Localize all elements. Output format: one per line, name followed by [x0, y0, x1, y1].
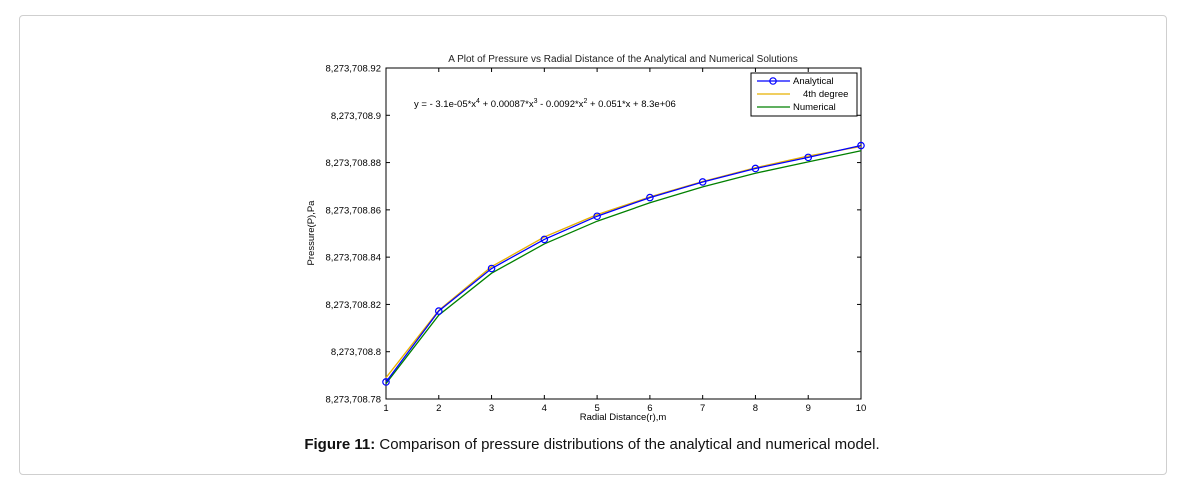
data-point-analytical	[382, 378, 390, 386]
x-axis: 1 2 3 4 5 6 7 8 9 10	[383, 68, 866, 414]
x-axis-label: Radial Distance(r),m	[580, 412, 667, 423]
figure-label: Figure 11:	[304, 436, 376, 453]
series-layer	[382, 141, 865, 386]
x-tick-label: 5	[594, 403, 599, 414]
equation-part: y = - 3.1e-05*x	[414, 99, 476, 110]
data-point-analytical	[804, 153, 813, 162]
equation-exponent: 3	[534, 98, 538, 105]
data-point-analytical	[434, 307, 443, 315]
legend-label-numerical: Numerical	[793, 102, 836, 113]
figure-caption: Figure 11: Comparison of pressure distri…	[0, 436, 1184, 453]
legend-marker-analytical	[769, 77, 777, 85]
data-point-analytical	[593, 212, 601, 221]
y-tick-label: 8,273,708.9	[331, 111, 381, 122]
chart-title: A Plot of Pressure vs Radial Distance of…	[448, 54, 798, 65]
plot-area	[385, 67, 862, 400]
series-line-4th-degree	[385, 145, 862, 379]
x-tick-label: 2	[436, 403, 441, 414]
x-tick-label: 6	[647, 403, 652, 414]
data-point-analytical	[698, 178, 707, 186]
legend-label-analytical: Analytical	[793, 76, 834, 87]
x-tick-label: 1	[383, 403, 388, 414]
data-point-analytical	[487, 264, 496, 273]
figure-caption-text: Comparison of pressure distributions of …	[379, 436, 880, 453]
y-axis-label: Pressure(P),Pa	[306, 200, 317, 266]
y-tick-label: 8,273,708.78	[326, 395, 381, 406]
series-line-analytical	[385, 144, 862, 383]
y-tick-label: 8,273,708.82	[326, 300, 381, 311]
data-point-analytical	[857, 141, 865, 150]
equation-part: - 0.0092*x	[537, 99, 583, 110]
y-tick-label: 8,273,708.88	[326, 158, 381, 169]
legend: Analytical 4th degree Numerical	[750, 72, 858, 117]
equation-annotation: y = - 3.1e-05*x4 + 0.00087*x3 - 0.0092*x…	[414, 98, 676, 110]
y-axis: 8,273,708.78 8,273,708.8 8,273,708.82 8,273…	[326, 64, 861, 406]
data-point-analytical	[540, 235, 549, 244]
x-tick-label: 8	[753, 403, 758, 414]
equation-part: + 0.051*x + 8.3e+06	[587, 99, 675, 110]
y-tick-label: 8,273,708.92	[326, 64, 381, 75]
x-tick-label: 3	[489, 403, 494, 414]
y-tick-label: 8,273,708.86	[326, 205, 381, 216]
equation-exponent: 4	[476, 98, 480, 105]
x-tick-label: 10	[856, 403, 867, 414]
x-tick-label: 9	[806, 403, 811, 414]
x-tick-label: 7	[700, 403, 705, 414]
x-tick-label: 4	[542, 403, 547, 414]
y-tick-label: 8,273,708.8	[331, 347, 381, 358]
equation-part: + 0.00087*x	[480, 99, 534, 110]
data-point-analytical	[646, 193, 654, 202]
equation-exponent: 2	[583, 98, 587, 105]
y-tick-label: 8,273,708.84	[326, 253, 381, 264]
legend-label-4th-degree: 4th degree	[803, 89, 848, 100]
series-line-numerical	[385, 150, 862, 384]
data-point-analytical	[751, 164, 760, 173]
